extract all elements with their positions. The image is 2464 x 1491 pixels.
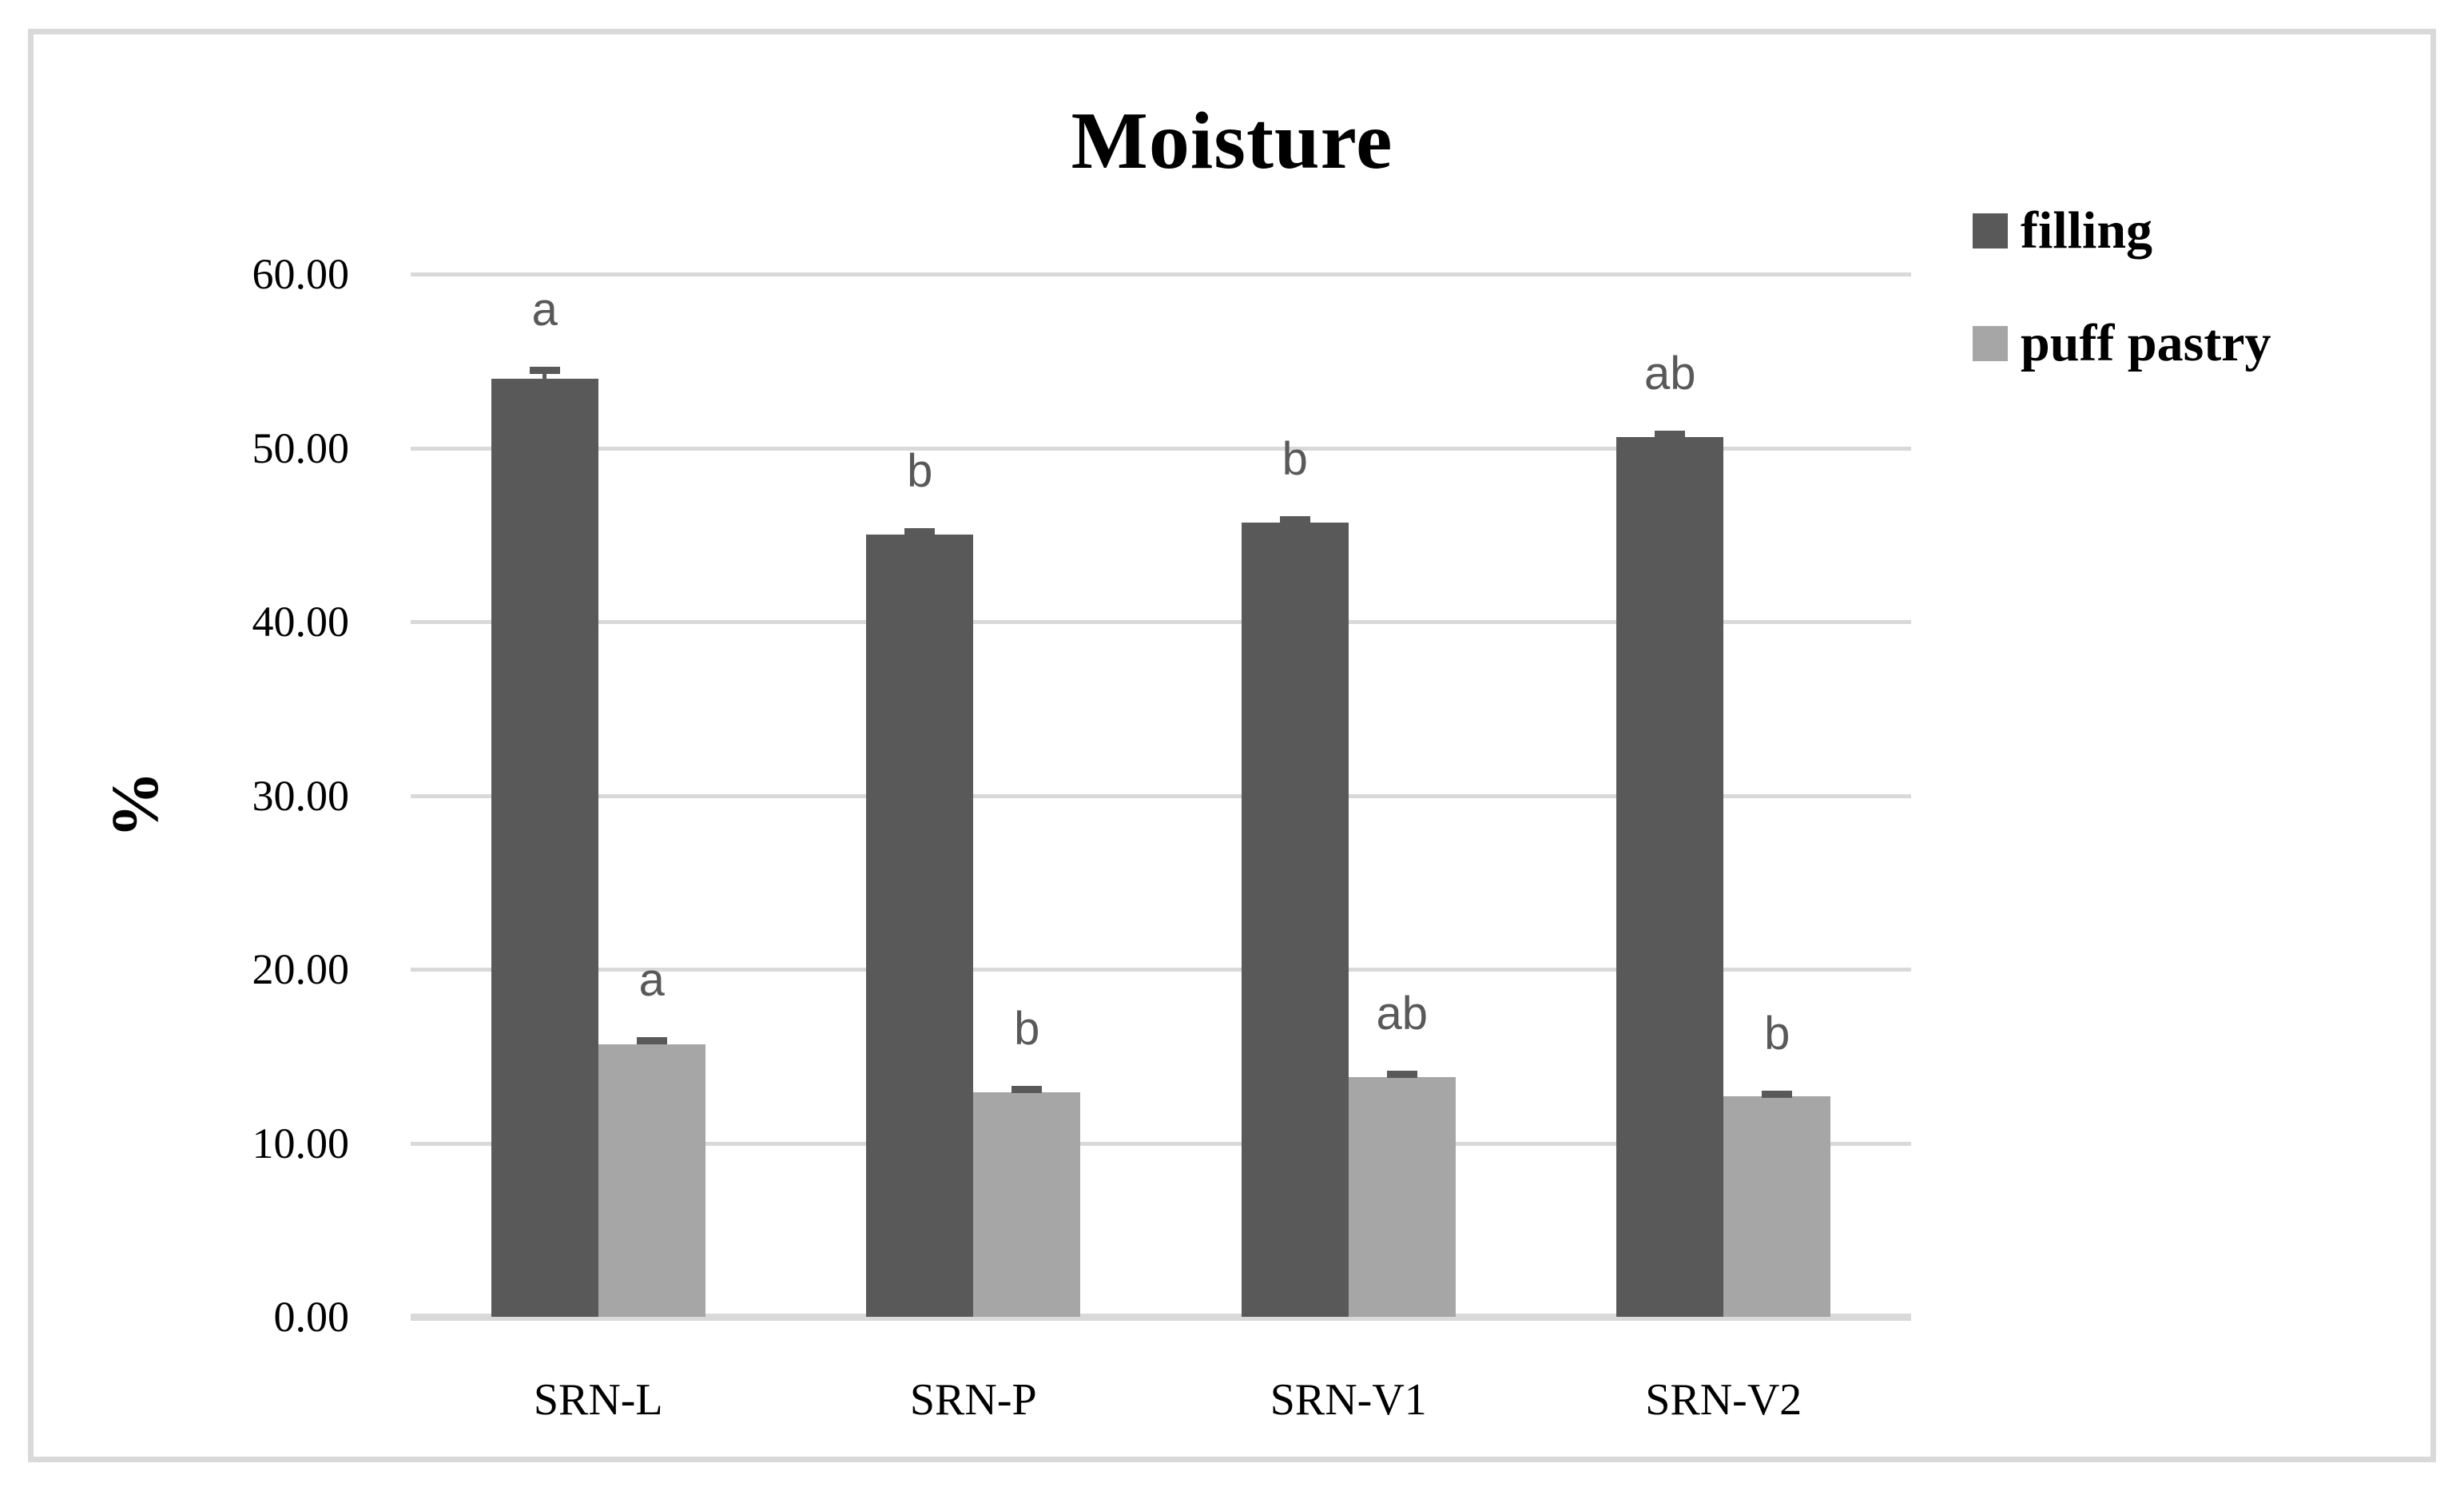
gridline [411, 968, 1911, 972]
error-bar-cap [1386, 1070, 1417, 1078]
gridline [411, 1141, 1911, 1146]
y-tick-label: 60.00 [252, 250, 350, 298]
significance-letter: b [1764, 1007, 1790, 1060]
x-axis-line [411, 1314, 1911, 1321]
gridline [411, 620, 1911, 624]
error-bar-cap [904, 527, 936, 535]
bar-puff-pastry-SRN-L [598, 1044, 705, 1317]
error-bar-stem [542, 369, 547, 379]
y-tick-label: 20.00 [252, 945, 350, 993]
legend-label-puff-pastry: puff pastry [2021, 314, 2271, 372]
chart-title: Moisture [1071, 96, 1393, 186]
y-tick-label: 10.00 [252, 1119, 350, 1167]
legend-item-filling: filling [1973, 199, 2271, 262]
bar-filling-SRN-V2 [1616, 437, 1724, 1317]
x-category-label: SRN-P [909, 1375, 1037, 1425]
error-bar-cap [529, 366, 560, 374]
gridline [411, 272, 1911, 276]
gridline [411, 446, 1911, 451]
error-bar-cap [1762, 1090, 1793, 1098]
significance-letter: a [531, 283, 558, 336]
bar-puff-pastry-SRN-P [973, 1092, 1081, 1317]
figure-border [28, 29, 2436, 1462]
x-category-label: SRN-V1 [1270, 1375, 1427, 1425]
error-bar-cap [1279, 515, 1310, 523]
significance-letter: ab [1643, 348, 1696, 400]
significance-letter: ab [1376, 987, 1428, 1040]
error-bar-cap [636, 1037, 667, 1045]
error-bar-cap [1655, 431, 1686, 439]
legend-item-puff-pastry: puff pastry [1973, 312, 2271, 375]
y-tick-label: 40.00 [252, 598, 350, 646]
significance-letter: b [907, 444, 933, 497]
legend-swatch-puff-pastry [1973, 325, 2008, 361]
legend: filling puff pastry [1973, 199, 2271, 424]
x-category-label: SRN-V2 [1645, 1375, 1802, 1425]
y-tick-label: 0.00 [273, 1293, 350, 1341]
error-bar-cap [1011, 1086, 1043, 1094]
bar-filling-SRN-L [491, 378, 598, 1317]
significance-letter: b [1282, 432, 1308, 485]
gridline [411, 793, 1911, 798]
legend-swatch-filling [1973, 213, 2008, 248]
y-tick-label: 50.00 [252, 423, 350, 472]
legend-label-filling: filling [2021, 201, 2153, 260]
bar-puff-pastry-SRN-V1 [1348, 1076, 1456, 1317]
x-category-label: SRN-L [533, 1375, 663, 1425]
bar-puff-pastry-SRN-V2 [1723, 1095, 1831, 1317]
bar-filling-SRN-P [866, 535, 974, 1317]
significance-letter: a [638, 954, 665, 1007]
significance-letter: b [1014, 1003, 1040, 1056]
bar-filling-SRN-V1 [1241, 523, 1349, 1317]
y-tick-label: 30.00 [252, 771, 350, 820]
